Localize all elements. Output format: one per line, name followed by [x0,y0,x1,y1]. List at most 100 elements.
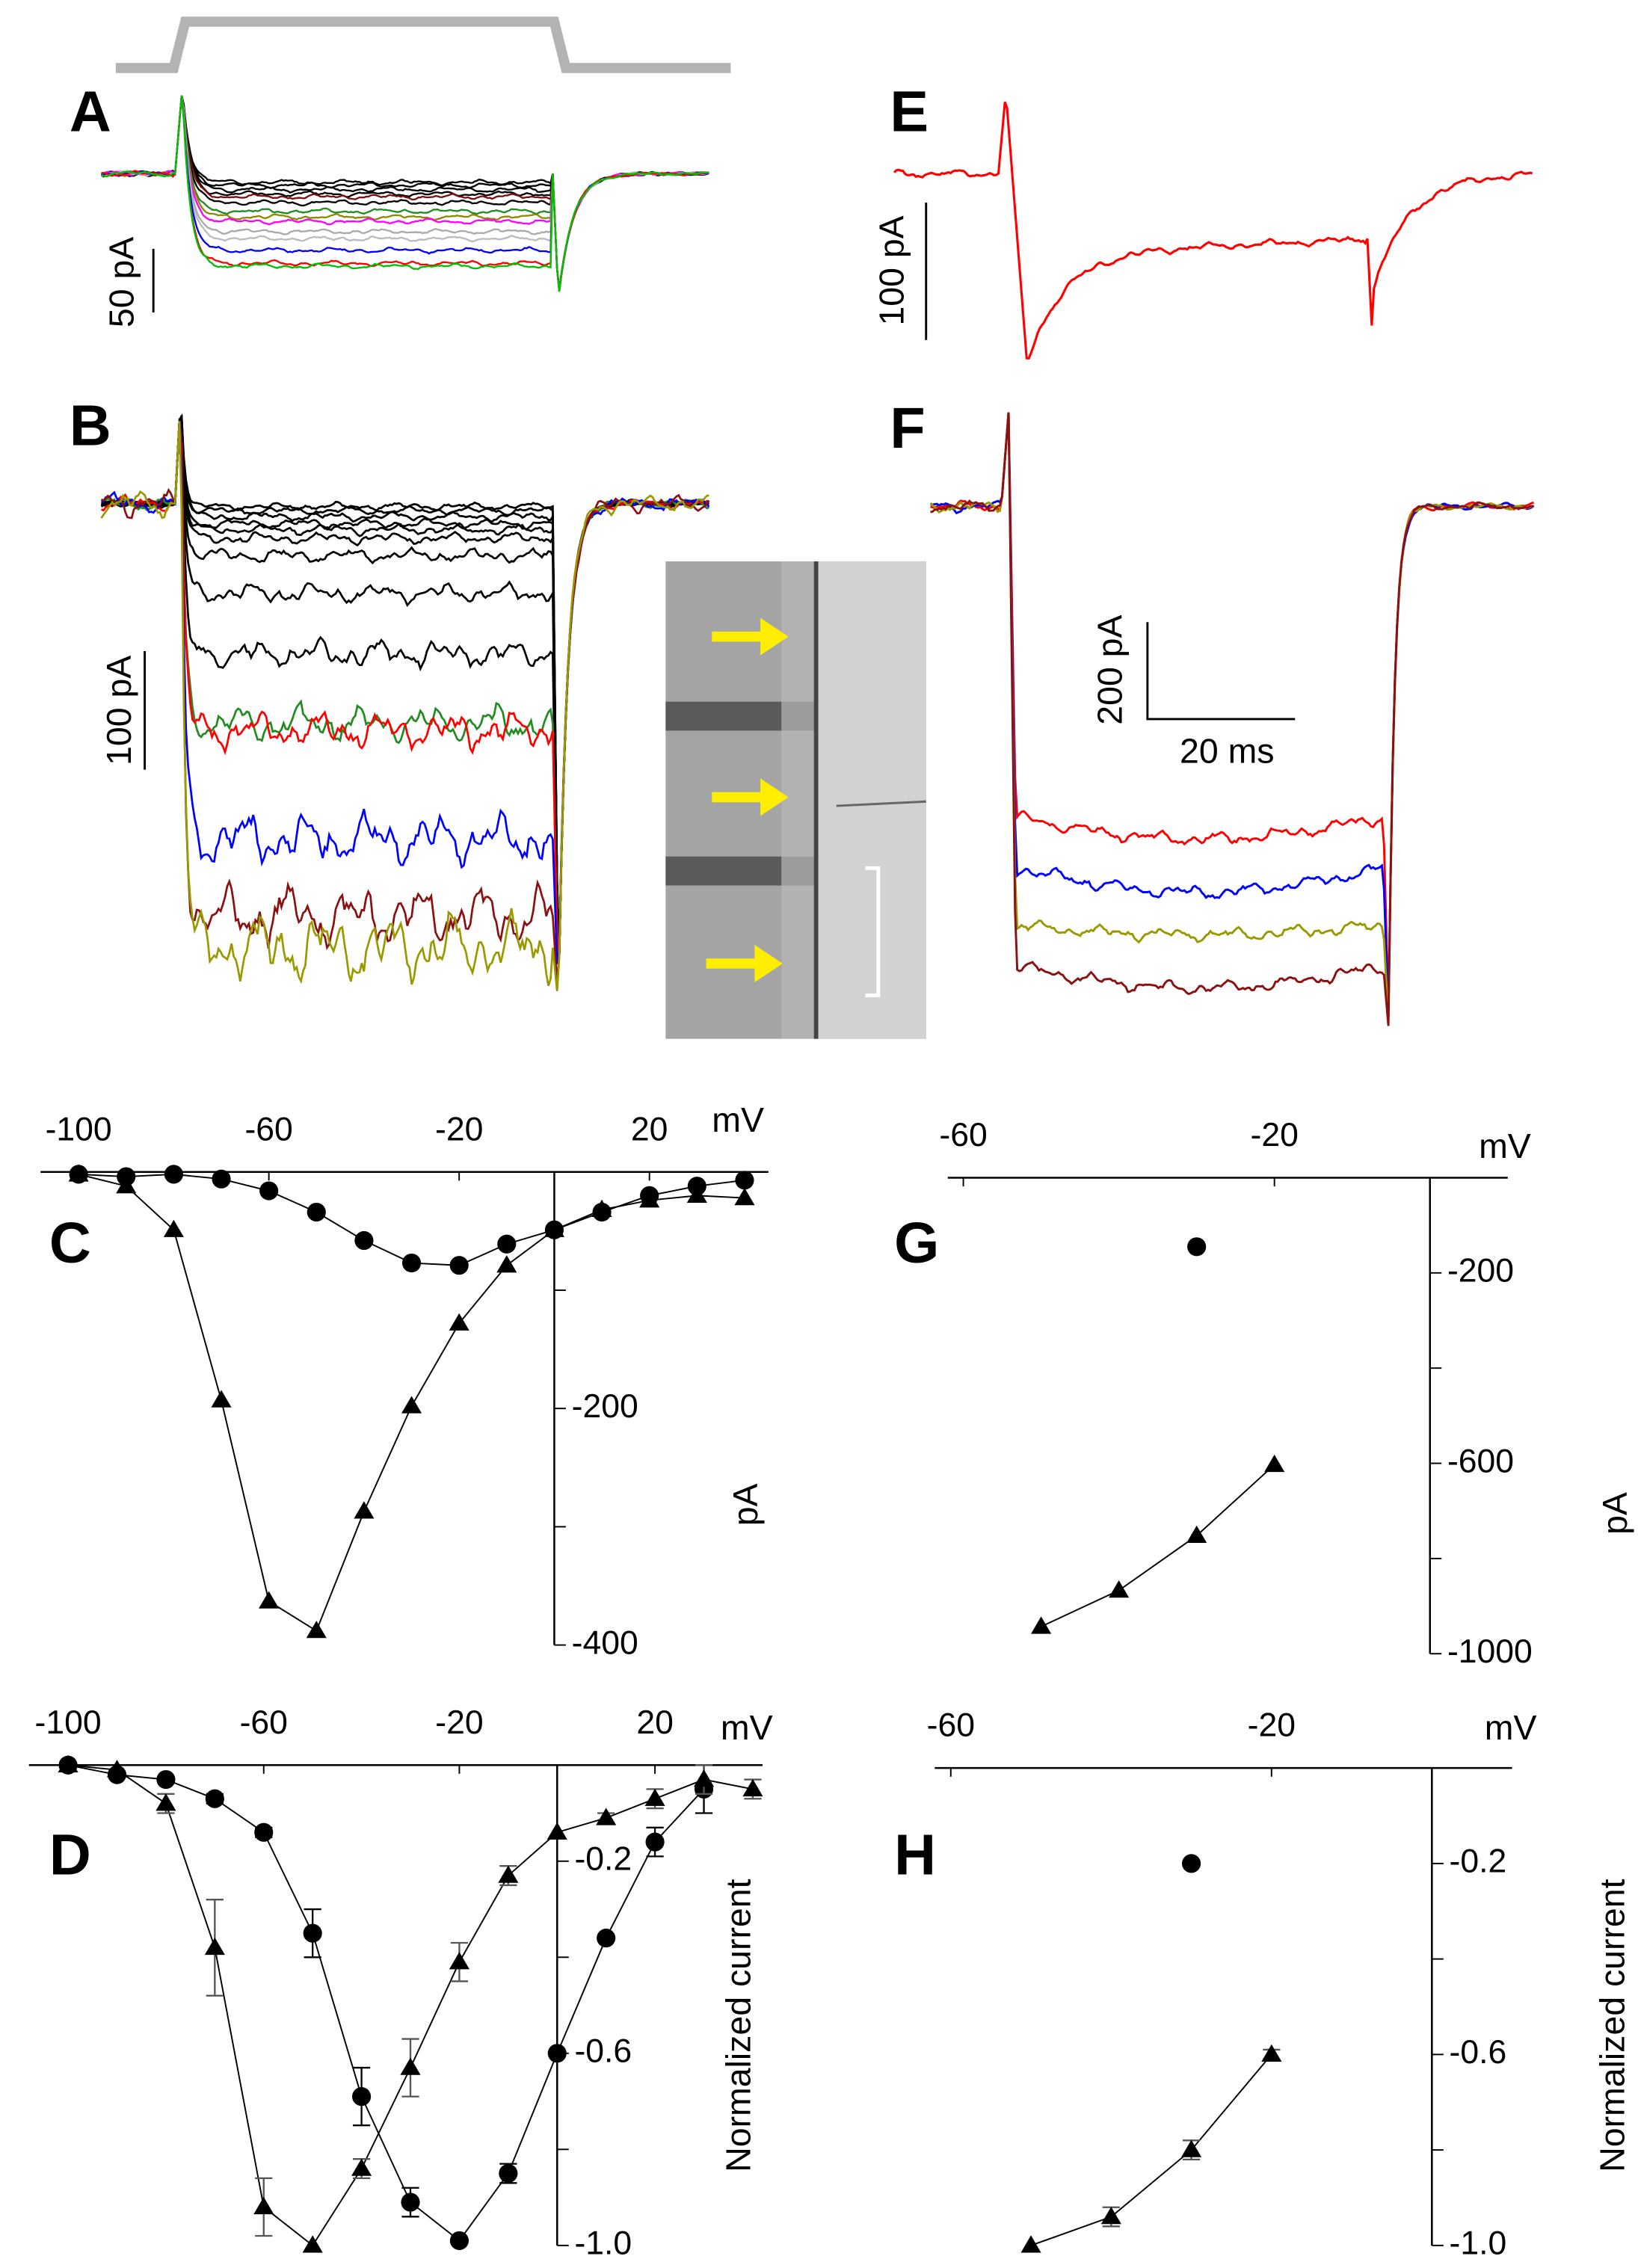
data-point [352,2087,372,2107]
data-point [1187,1237,1207,1257]
data-point [597,1929,616,1948]
data-point [1186,1525,1207,1543]
trace [100,421,709,991]
panel-letter: F [890,396,925,460]
x-tick-label: -20 [435,1111,483,1147]
data-point [259,1181,279,1201]
data-point [164,1165,183,1184]
x-tick-label: -20 [1248,1707,1296,1744]
x-tick-label: -100 [46,1111,112,1147]
data-point [1261,2044,1282,2062]
y-tick-label: -0.6 [1450,2034,1507,2071]
data-point [400,2057,421,2075]
scale-label: 100 pA [99,656,138,765]
data-point [401,1253,422,1273]
data-point [496,1255,517,1273]
data-point [306,1621,327,1639]
y-tick-label: -1000 [1447,1633,1533,1670]
data-point [546,1822,567,1840]
data-point [354,1230,374,1251]
data-point [156,1793,176,1811]
panel-letter: C [49,1211,91,1275]
data-point [211,1390,232,1408]
data-point [259,1591,280,1609]
data-point [401,2192,420,2212]
data-point [742,1778,763,1797]
data-point [58,1754,78,1772]
y-axis-label: Normalized current [1592,1879,1631,2172]
y-axis-label: pA [1595,1492,1634,1535]
trace [101,413,709,957]
stimulus-protocol [115,16,731,73]
data-point [1181,2139,1202,2157]
x-axis-label: mV [721,1708,773,1747]
data-point [1031,1616,1052,1634]
data-point [163,1219,184,1237]
panel-letter: H [894,1823,936,1888]
y-tick-label: -600 [1447,1443,1514,1479]
data-point [302,2235,323,2253]
trace [930,412,1534,1026]
trace [930,412,1534,1008]
data-point [401,1396,422,1414]
data-point [735,1171,754,1190]
series-line [1041,1464,1275,1627]
x-tick-label: 20 [631,1111,668,1147]
data-point [1109,1580,1130,1598]
scale-bars [144,202,1296,770]
data-point [449,1313,469,1331]
trace [930,412,1535,1014]
data-point [449,2231,469,2250]
x-tick-label: -20 [1251,1117,1299,1153]
data-point [212,1169,231,1189]
scale-label: 20 ms [1180,732,1274,771]
y-tick-label: -0.2 [574,1841,632,1878]
trace [101,421,710,964]
panel-letter: D [49,1823,91,1888]
series-line [1030,2053,1272,2246]
data-point [547,2044,567,2063]
x-tick-label: -60 [927,1707,975,1744]
series-line [67,1764,705,2242]
data-point [591,1199,612,1218]
data-point [204,1937,225,1956]
data-point [68,1164,89,1182]
x-tick-label: -100 [35,1704,102,1741]
data-point [106,1760,128,1778]
x-tick-label: -60 [244,1111,292,1147]
data-point [693,1769,715,1787]
scale-label: 200 pA [1091,615,1130,725]
data-point [499,2163,518,2184]
data-point [116,1176,137,1194]
x-axis-label: mV [712,1100,764,1139]
data-point [497,1234,517,1254]
data-point [254,1822,274,1842]
data-point [354,1501,375,1519]
y-axis-label: Normalized current [718,1879,757,2172]
y-axis-label: pA [726,1483,765,1526]
data-point [596,1808,617,1825]
x-tick-label: -20 [435,1704,483,1741]
data-point [303,1923,322,1943]
data-point [205,1789,224,1808]
data-point [639,1190,660,1208]
trace [101,421,709,958]
trace [101,415,709,957]
data-point [1100,2206,1121,2225]
data-point [351,2158,372,2176]
x-axis-label: mV [1479,1127,1531,1165]
y-tick-label: -200 [572,1388,638,1425]
y-tick-label: -1.0 [1450,2225,1507,2262]
data-point [645,1832,665,1852]
data-point [644,1788,665,1806]
x-axis-label: mV [1485,1708,1537,1747]
x-tick-label: -60 [240,1704,288,1741]
data-point [156,1769,176,1790]
scale-label: 100 pA [872,215,911,325]
trace [101,415,709,956]
data-point [1264,1454,1285,1473]
data-point [1020,2235,1041,2253]
x-tick-label: -60 [939,1117,987,1153]
y-tick-label: -200 [1447,1253,1514,1289]
